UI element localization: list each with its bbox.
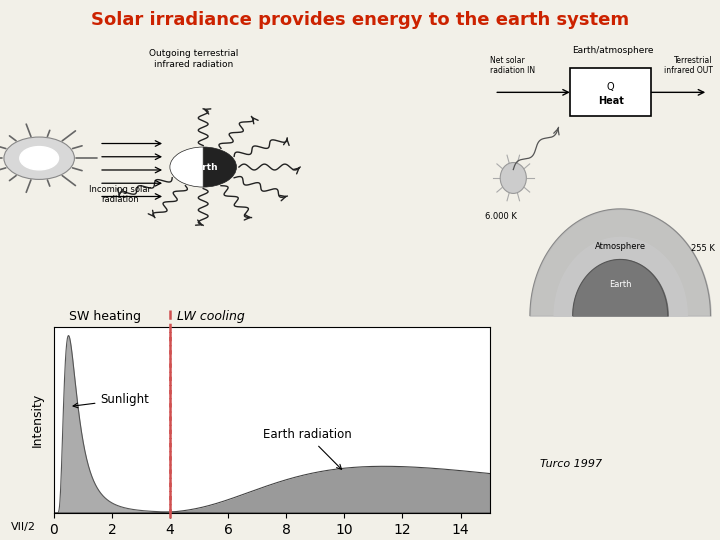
Text: SW heating: SW heating — [68, 310, 140, 323]
Text: LW cooling: LW cooling — [176, 310, 244, 323]
Text: 6.000 K: 6.000 K — [485, 212, 517, 221]
Text: VII/2: VII/2 — [11, 522, 36, 532]
Text: Thermal IR: Thermal IR — [176, 334, 245, 347]
Text: Heat: Heat — [598, 96, 624, 106]
Wedge shape — [170, 147, 203, 187]
FancyBboxPatch shape — [570, 69, 651, 116]
Circle shape — [4, 137, 74, 179]
Text: Turco 1997: Turco 1997 — [540, 460, 602, 469]
Text: Solar irradiance provides energy to the earth system: Solar irradiance provides energy to the … — [91, 11, 629, 29]
Text: Atmosphere: Atmosphere — [595, 242, 646, 251]
Text: UV/Vis/NIR: UV/Vis/NIR — [68, 334, 135, 347]
Y-axis label: Intensity: Intensity — [30, 393, 44, 447]
Circle shape — [19, 146, 58, 170]
Text: Earth radiation: Earth radiation — [263, 428, 352, 469]
Text: Net solar
radiation IN: Net solar radiation IN — [490, 56, 535, 76]
Text: Sunlight: Sunlight — [73, 393, 149, 408]
Text: 255 K: 255 K — [691, 244, 715, 253]
Text: Outgoing terrestrial
infrared radiation: Outgoing terrestrial infrared radiation — [149, 49, 238, 69]
Text: Incoming solar
radiation: Incoming solar radiation — [89, 185, 151, 204]
Text: Terrestrial
infrared OUT: Terrestrial infrared OUT — [664, 56, 713, 76]
Wedge shape — [203, 147, 236, 187]
Text: Q: Q — [607, 82, 614, 92]
Text: Earth/atmosphere: Earth/atmosphere — [572, 46, 654, 55]
Text: Earth: Earth — [609, 280, 631, 289]
Circle shape — [500, 163, 526, 193]
Text: Earth: Earth — [190, 163, 218, 172]
